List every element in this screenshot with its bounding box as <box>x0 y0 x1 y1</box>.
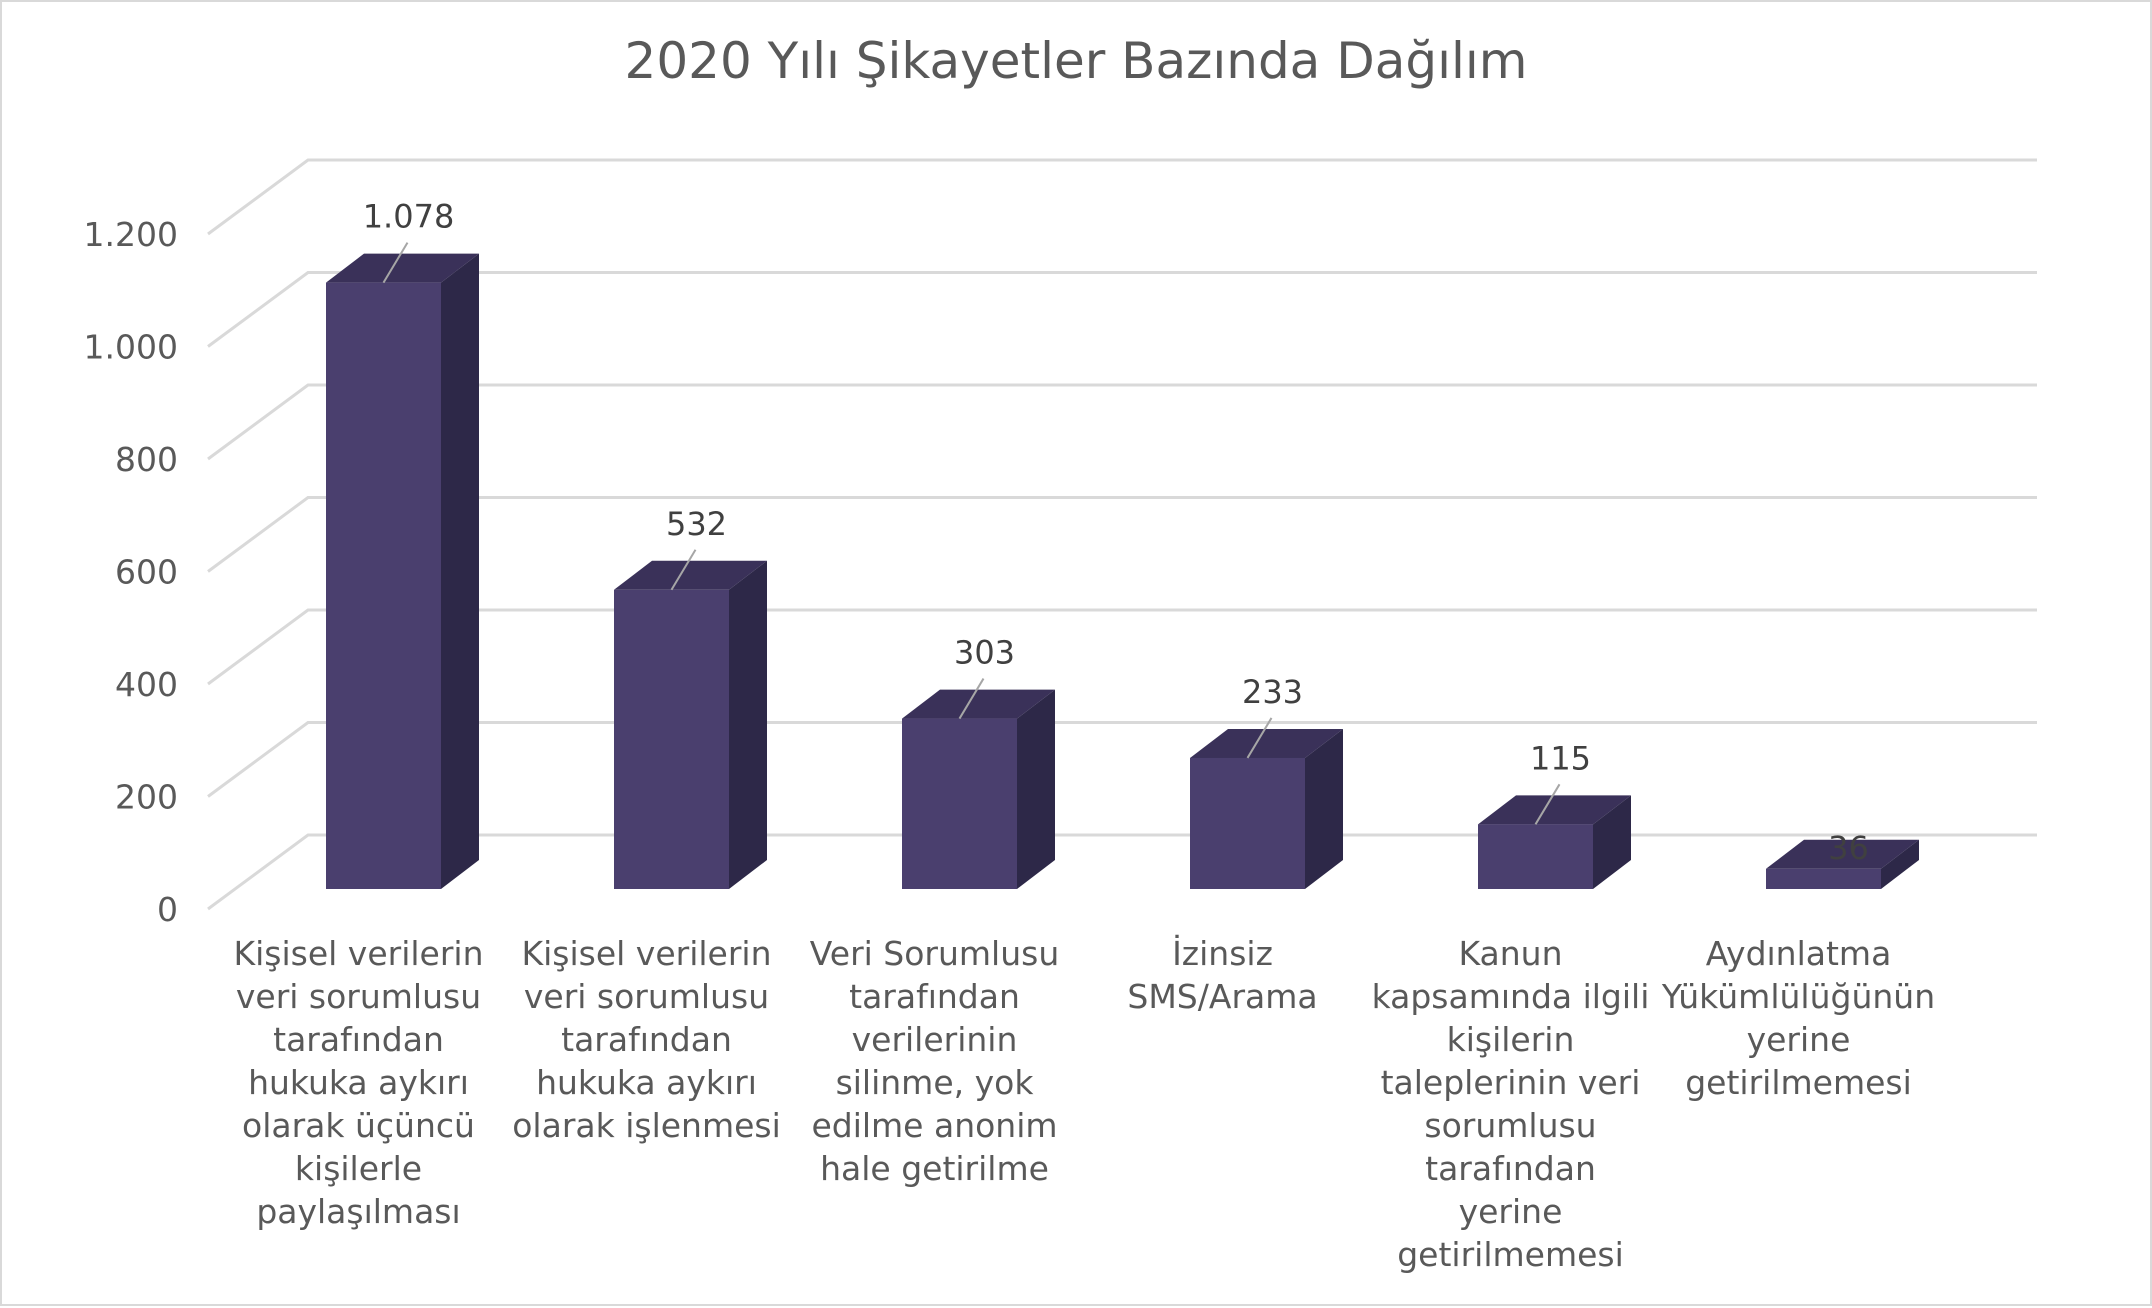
bar <box>326 282 441 889</box>
gridline <box>207 833 2037 911</box>
bar-top <box>1190 728 1343 758</box>
category-label-line: silinme, yok <box>835 1063 1034 1102</box>
bar-side <box>1017 689 1055 889</box>
data-label: 303 <box>954 634 1015 672</box>
leader-line <box>670 549 697 591</box>
bar-top <box>1766 839 1919 869</box>
y-tick-label: 200 <box>115 778 178 817</box>
category-label-line: İzinsiz <box>1172 934 1273 973</box>
category-label-line: tarafından <box>561 1020 732 1059</box>
category-label-line: Kişisel verilerin <box>233 934 484 973</box>
y-tick-label: 600 <box>115 553 178 592</box>
category-label: İzinsiz SMS/Arama <box>1078 932 1368 1018</box>
category-label: Kanun kapsamında ilgili kişilerin talepleri… <box>1366 932 1656 1276</box>
category-label-line: kapsamında ilgili <box>1371 977 1650 1016</box>
bar-top <box>902 689 1055 719</box>
data-label: 36 <box>1828 829 1869 867</box>
category-label-line: paylaşılması <box>256 1192 461 1231</box>
category-label-line: tarafından <box>273 1020 444 1059</box>
chart-title: 2020 Yılı Şikayetler Bazında Dağılım <box>624 32 1528 90</box>
data-label: 532 <box>666 505 727 543</box>
bar-side <box>441 253 479 889</box>
category-label-line: veri sorumlusu <box>523 977 770 1016</box>
data-label: 233 <box>1242 673 1303 711</box>
data-label: 115 <box>1530 739 1591 777</box>
category-label: Veri Sorumlusu tarafından verilerinin silin… <box>790 932 1080 1190</box>
category-label-line: hukuka aykırı <box>248 1063 469 1102</box>
category-label-line: taleplerinin veri <box>1380 1063 1641 1102</box>
gridline <box>207 721 2037 798</box>
bar-side <box>1593 795 1631 889</box>
category-label-line: getirilmemesi <box>1397 1235 1624 1274</box>
gridline <box>207 496 2037 573</box>
bar-side <box>1881 839 1919 889</box>
category-label: Aydınlatma Yükümlülüğünün yerine getirilmem… <box>1654 932 1944 1104</box>
category-label-line: Aydınlatma <box>1705 934 1892 973</box>
gridline <box>207 271 2037 348</box>
category-label-line: hukuka aykırı <box>536 1063 757 1102</box>
category-label-line: Yükümlülüğünün <box>1661 977 1936 1016</box>
bar-top <box>326 253 479 283</box>
bar <box>1478 824 1593 889</box>
category-label-line: kişilerin <box>1446 1020 1575 1059</box>
y-tick-label: 1.200 <box>84 215 178 254</box>
category-label-line: edilme anonim <box>811 1106 1058 1145</box>
category-label-line: Veri Sorumlusu <box>809 934 1060 973</box>
y-tick-label: 0 <box>157 890 178 929</box>
bar <box>902 718 1017 889</box>
category-label-line: SMS/Arama <box>1127 977 1318 1016</box>
gridline <box>207 608 2037 686</box>
bar-top <box>614 560 767 590</box>
bar-side <box>729 560 767 889</box>
gridline <box>207 383 2037 461</box>
category-label-line: yerine <box>1458 1192 1563 1231</box>
y-tick-label: 400 <box>115 665 178 704</box>
category-label-line: tarafından <box>1425 1149 1596 1188</box>
leader-line <box>1246 717 1273 759</box>
category-label-line: Kişisel verilerin <box>521 934 772 973</box>
category-label-line: Kanun <box>1458 934 1563 973</box>
bar-side <box>1305 728 1343 889</box>
category-label-line: olarak işlenmesi <box>512 1106 781 1145</box>
category-label-line: sorumlusu <box>1424 1106 1597 1145</box>
bar <box>614 589 729 889</box>
category-label-line: veri sorumlusu <box>235 977 482 1016</box>
leader-line <box>958 678 985 720</box>
y-tick-label: 1.000 <box>84 328 178 367</box>
category-label-line: kişilerle <box>294 1149 423 1188</box>
data-label: 1.078 <box>363 198 455 236</box>
bar <box>1190 757 1305 889</box>
bar <box>1766 868 1881 889</box>
leader-line <box>1534 783 1561 825</box>
y-tick-label: 800 <box>115 440 178 479</box>
bar-top <box>1478 795 1631 825</box>
leader-line <box>382 242 409 284</box>
category-label-line: verilerinin <box>851 1020 1018 1059</box>
gridline <box>207 158 2037 236</box>
category-label-line: tarafından <box>849 977 1020 1016</box>
category-label-line: yerine <box>1746 1020 1851 1059</box>
category-label: Kişisel verilerin veri sorumlusu tarafında… <box>502 932 792 1147</box>
category-label: Kişisel verilerin veri sorumlusu tarafında… <box>214 932 504 1233</box>
category-label-line: getirilmemesi <box>1685 1063 1912 1102</box>
category-label-line: hale getirilme <box>820 1149 1049 1188</box>
category-label-line: olarak üçüncü <box>242 1106 475 1145</box>
